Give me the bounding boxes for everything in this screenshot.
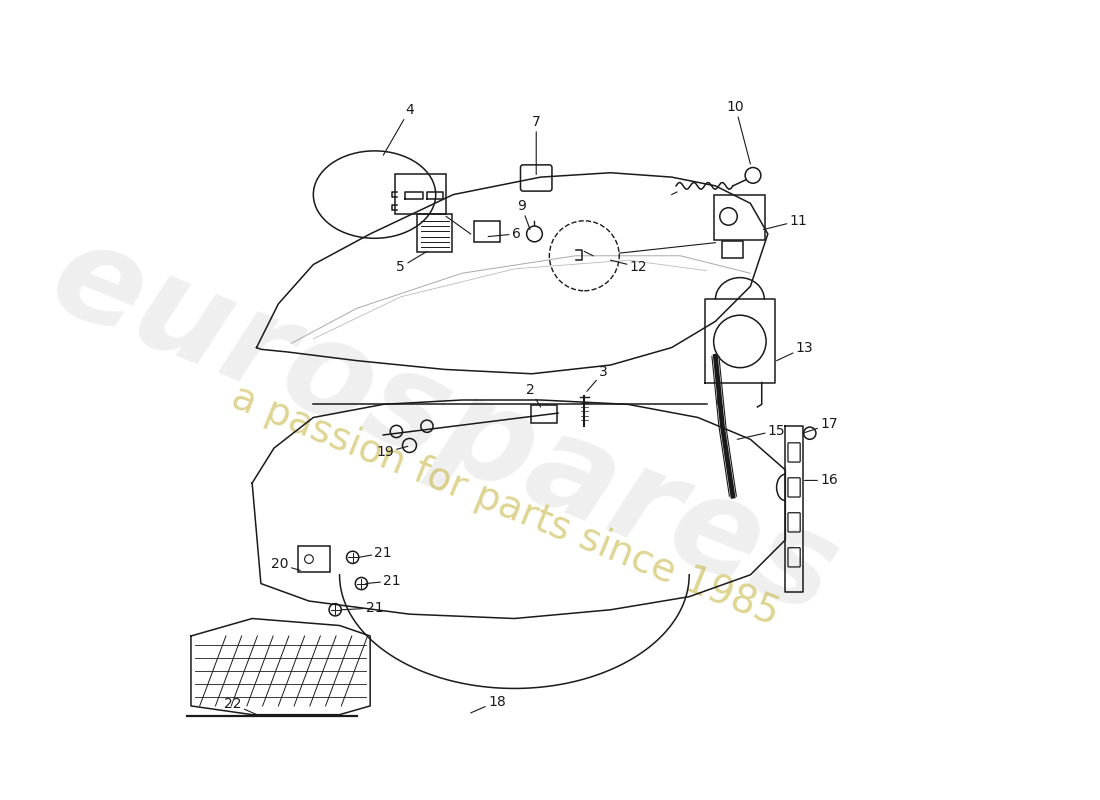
Text: 5: 5 bbox=[396, 251, 427, 274]
Text: 12: 12 bbox=[610, 260, 647, 274]
Text: 16: 16 bbox=[804, 474, 838, 487]
Text: 21: 21 bbox=[366, 574, 400, 588]
Text: 9: 9 bbox=[517, 199, 530, 230]
Text: 20: 20 bbox=[272, 558, 300, 571]
Text: 7: 7 bbox=[531, 115, 540, 174]
Text: 6: 6 bbox=[488, 227, 520, 241]
Text: 10: 10 bbox=[727, 100, 750, 164]
Text: 22: 22 bbox=[224, 697, 261, 717]
Text: 3: 3 bbox=[587, 365, 608, 391]
Text: 18: 18 bbox=[471, 694, 506, 713]
Text: 21: 21 bbox=[359, 546, 392, 560]
Text: 2: 2 bbox=[526, 382, 540, 407]
Text: 19: 19 bbox=[376, 446, 408, 459]
Text: 4: 4 bbox=[383, 103, 414, 155]
Text: 21: 21 bbox=[341, 601, 383, 615]
Text: 13: 13 bbox=[777, 341, 813, 361]
Text: 15: 15 bbox=[737, 423, 785, 439]
Text: eurospares: eurospares bbox=[34, 211, 855, 642]
Text: 17: 17 bbox=[803, 418, 838, 434]
Text: 11: 11 bbox=[763, 214, 807, 230]
Text: a passion for parts since 1985: a passion for parts since 1985 bbox=[227, 378, 785, 633]
